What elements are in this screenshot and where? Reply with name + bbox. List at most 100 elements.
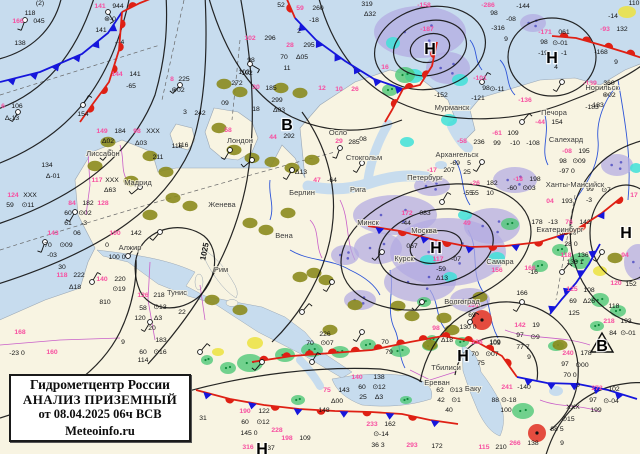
station-value-label: 292	[283, 133, 295, 140]
city-label: Самара	[486, 257, 514, 266]
warm-front-line	[79, 11, 123, 123]
station-value-label: -58	[457, 138, 467, 145]
station-value-label: ⊙13	[153, 304, 166, 311]
station-circle	[157, 229, 163, 235]
station-value-label: Δ3	[375, 394, 384, 401]
shower-dot	[401, 73, 404, 77]
low-pressure-center: Н	[424, 41, 436, 58]
city-label: Ханты-Мансийск	[546, 180, 605, 189]
warm-front-semicircle	[408, 415, 418, 421]
station-value-label: ⊛-0	[104, 16, 116, 23]
fog-area	[212, 348, 224, 356]
rain-dot	[518, 183, 521, 186]
station-value-label: ⊙09	[59, 242, 72, 249]
shower-dot	[364, 343, 368, 347]
station-value-label: 59	[296, 5, 304, 12]
shower-area	[501, 218, 519, 230]
station-value-label: 238	[471, 339, 483, 346]
station-value-label: ⊛02	[171, 87, 184, 94]
station-value-label: 98	[432, 325, 440, 332]
station-value-label: 25	[359, 394, 367, 401]
warm-front-semicircle	[559, 32, 569, 38]
station-value-label: 06	[73, 230, 81, 237]
shower-dot	[207, 357, 210, 361]
wind-barb	[83, 95, 89, 104]
station-value-label: 211	[153, 154, 164, 161]
wind-barb	[131, 188, 139, 195]
station-value-label: -69	[450, 160, 460, 167]
station-value-label: 110	[629, 0, 640, 7]
station-value-label: 118	[561, 252, 572, 259]
station-value-label: 99	[586, 186, 594, 193]
station-value-label: 106	[11, 103, 23, 110]
snow-area	[630, 163, 640, 173]
station-circle	[147, 319, 153, 325]
station-value-label: 172	[431, 443, 443, 450]
station-value-label: 142	[130, 230, 142, 237]
cloud-blob	[142, 150, 158, 162]
shower-area	[590, 321, 604, 331]
station-value-label: 98	[540, 39, 548, 46]
country-border	[0, 337, 121, 346]
rain-area	[493, 167, 537, 193]
low-pressure-center: Н	[457, 348, 469, 365]
station-circle	[467, 319, 473, 325]
city-label: Ереван	[424, 378, 450, 387]
shower-area	[400, 396, 412, 404]
station-value-label: -03	[47, 252, 57, 259]
city-label: Рим	[214, 265, 228, 274]
station-value-label: 70 0	[563, 372, 576, 379]
station-circle	[329, 279, 335, 285]
wind-barb-feather	[149, 237, 154, 241]
warm-front-semicircle	[305, 350, 314, 356]
station-value-label: Δ02	[102, 138, 114, 145]
rain-area	[520, 14, 546, 32]
station-value-label: 25	[463, 169, 471, 176]
city-label: Женева	[208, 200, 236, 209]
station-value-label: ⊙-01	[552, 40, 568, 47]
station-value-label: 153	[467, 302, 479, 309]
rain-dot	[496, 230, 499, 234]
station-value-label: -108	[526, 140, 540, 147]
shower-dot	[556, 248, 560, 252]
cloud-blob	[280, 207, 296, 219]
station-value-label: 116	[172, 143, 183, 150]
warm-front-semicircle	[362, 411, 372, 417]
rain-dot	[347, 251, 350, 254]
rain-area	[464, 208, 520, 244]
shower-dot	[298, 397, 301, 401]
station-value-label: 122	[258, 408, 270, 415]
shower-dot	[594, 324, 597, 328]
cloud-blob	[347, 299, 363, 311]
station-value-label: 42	[437, 397, 445, 404]
wind-barb	[596, 253, 602, 262]
station-value-label: 166	[524, 265, 536, 272]
shower-dot	[245, 361, 248, 365]
station-value-label: -1	[561, 50, 567, 57]
station-value-label: -3	[586, 197, 592, 204]
warm-front-semicircle	[111, 64, 118, 74]
warm-front-semicircle	[327, 348, 337, 354]
wind-barb	[286, 171, 292, 180]
rain-area	[624, 244, 640, 280]
rain-area	[384, 262, 456, 302]
station-value-label: ⊙02	[78, 210, 91, 217]
cloud-blob	[100, 136, 116, 148]
station-value-label: 178	[580, 350, 592, 357]
city-label: Мадрид	[124, 178, 152, 187]
gulf-of-bothnia	[363, 119, 393, 185]
station-value-label: 242	[194, 110, 206, 117]
station-value-label: 154	[551, 119, 563, 126]
warm-front-semicircle	[286, 3, 293, 13]
wind-barb-feather	[552, 89, 557, 92]
station-circle	[107, 149, 113, 155]
cold-front-triangle	[614, 392, 624, 400]
warm-front-semicircle	[430, 49, 436, 59]
station-value-label: 19	[532, 322, 540, 329]
station-value-label: 154	[77, 111, 89, 118]
wind-barb	[516, 303, 522, 312]
rain-dot	[434, 188, 437, 191]
isobar-ring	[340, 183, 532, 311]
wind-barb-feather	[475, 312, 480, 315]
wind-barb	[152, 233, 159, 241]
